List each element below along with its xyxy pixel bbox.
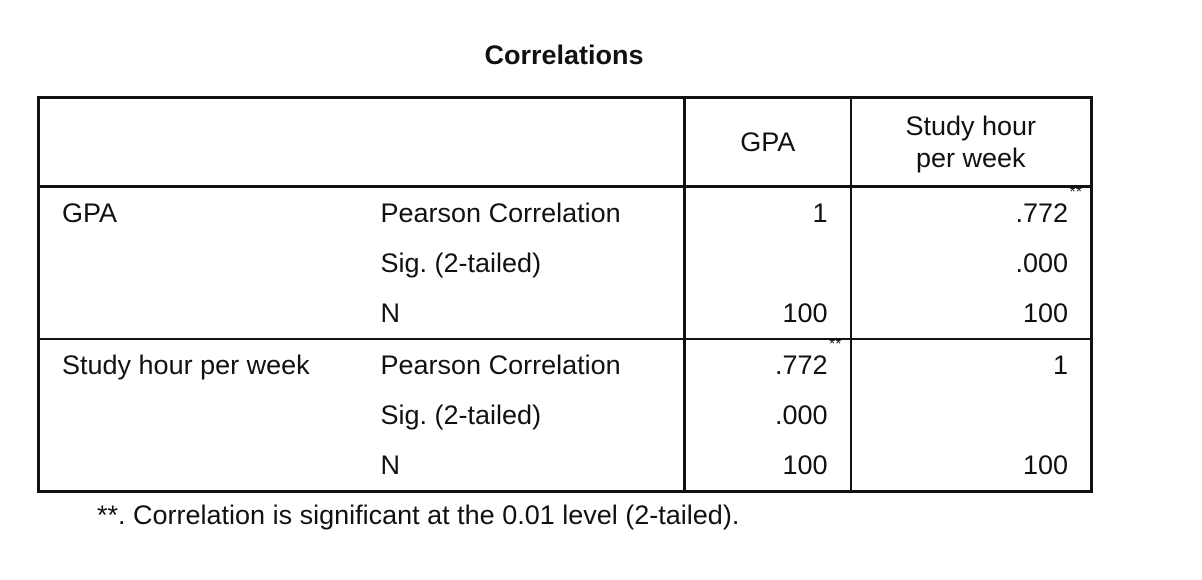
column-header-study-line2: per week — [915, 143, 1026, 173]
significance-footnote: **. Correlation is significant at the 0.… — [97, 500, 740, 530]
cell-value: 1 — [683, 186, 851, 238]
cell-value: .000 — [849, 238, 1092, 288]
table-row: GPA Pearson Correlation 1 .772 ** — [39, 183, 1092, 238]
table-row: N 100 100 — [39, 440, 1092, 492]
cell-value: 100 — [683, 288, 851, 340]
stat-label: Pearson Correlation — [380, 197, 621, 228]
header-empty-cell — [358, 97, 685, 188]
cell-value — [849, 390, 1092, 440]
table-row: Sig. (2-tailed) .000 — [39, 390, 1092, 440]
cell-value: 100 — [849, 440, 1092, 492]
stat-label: Pearson Correlation — [380, 349, 621, 380]
table-row: Study hour per week Pearson Correlation … — [39, 335, 1092, 390]
column-header-study-hour: Study hour per week — [849, 97, 1092, 188]
column-header-study-line1: Study hour — [905, 111, 1037, 141]
table-title: Correlations — [484, 40, 644, 70]
stat-label: Sig. (2-tailed) — [380, 399, 542, 430]
stat-label: Sig. (2-tailed) — [380, 247, 542, 278]
cell-value: 100 — [849, 288, 1092, 340]
cell-value — [683, 238, 851, 288]
table-row: Sig. (2-tailed) .000 — [39, 238, 1092, 288]
row-label-study-hour: Study hour per week — [62, 349, 310, 380]
header-row: GPA Study hour per week — [38, 97, 1092, 188]
significance-marker: ** — [829, 335, 842, 353]
row-label-gpa: GPA — [62, 197, 118, 228]
cell-value: .000 — [683, 390, 851, 440]
table-row: N 100 100 — [38, 288, 1092, 340]
stat-label: N — [358, 288, 685, 340]
column-header-gpa: GPA — [683, 97, 851, 188]
header-empty-cell — [38, 97, 359, 188]
cell-value: 100 — [683, 440, 851, 492]
cell-value: .772 ** — [683, 335, 851, 390]
cell-value: 1 — [849, 339, 1092, 390]
stat-label: N — [380, 449, 401, 480]
cell-value: .772 ** — [849, 183, 1092, 238]
correlations-table: GPA Study hour per week GPA Pearson Corr… — [37, 96, 1093, 493]
significance-marker: ** — [1069, 183, 1082, 201]
